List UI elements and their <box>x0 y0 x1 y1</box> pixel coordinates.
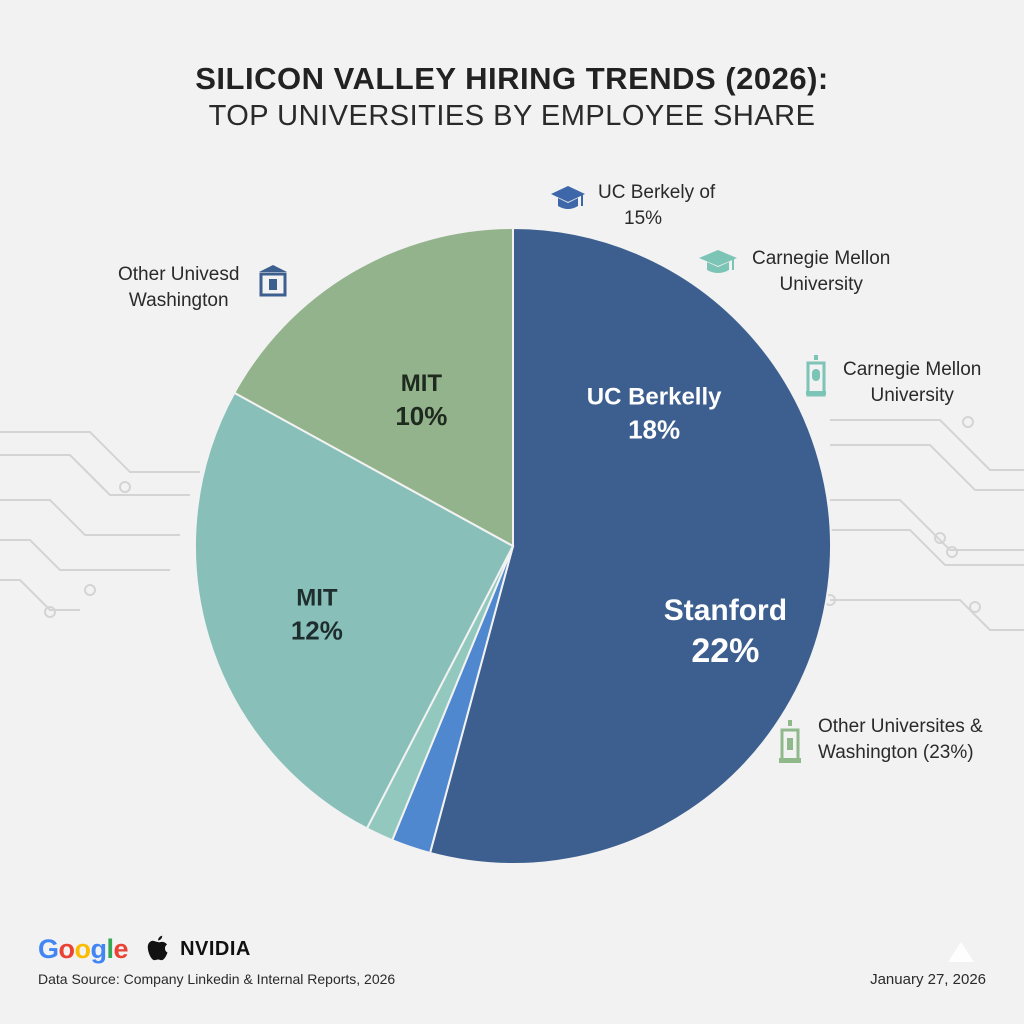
callout-other-universites: Other Universites & Washington (23%) <box>779 714 983 766</box>
company-logos: Google NVIDIA <box>38 932 251 966</box>
slice-label-name: MIT <box>401 370 443 397</box>
title-line-2: TOP UNIVERSITIES BY EMPLOYEE SHARE <box>208 100 816 132</box>
slice-label-value: 10% <box>395 401 447 431</box>
google-logo: Google <box>38 933 129 965</box>
google-letter: G <box>38 933 59 964</box>
pie-slice <box>232 226 514 548</box>
pie-slice <box>194 391 515 830</box>
callout-label: Other Univesd <box>118 264 240 285</box>
callout-label: Other Universites & <box>818 716 983 737</box>
callout-label: UC Berkely of <box>598 182 716 203</box>
chart-title: SILICON VALLEY HIRING TRENDS (2026): TOP… <box>0 60 1024 134</box>
google-letter: l <box>106 933 115 964</box>
building-tower-icon <box>779 720 801 763</box>
building-tower-icon <box>806 355 826 397</box>
graduation-cap-icon <box>699 250 737 273</box>
google-letter: g <box>90 933 108 964</box>
callout-label-2: University <box>779 274 863 295</box>
google-letter: o <box>58 933 76 964</box>
callout-other-univesd: Other Univesd Washington <box>118 262 287 314</box>
callout-label-2: Washington <box>128 290 229 311</box>
title-line-1: SILICON VALLEY HIRING TRENDS (2026): <box>195 61 829 96</box>
date-label: January 27, 2026 <box>870 971 986 988</box>
callout-label-2: University <box>870 385 954 406</box>
data-source-note: Data Source: Company Linkedin & Internal… <box>38 971 396 987</box>
pie-slice <box>428 226 832 865</box>
graduation-cap-icon <box>551 186 585 209</box>
callout-label: Carnegie Mellon <box>752 248 891 269</box>
slice-label-value: 12% <box>291 616 343 646</box>
slice-label-name: MIT <box>296 585 338 612</box>
callout-carnegie-mellon-2: Carnegie Mellon University <box>806 355 982 409</box>
callout-carnegie-mellon-1: Carnegie Mellon University <box>699 246 891 298</box>
nvidia-logo: NVIDIA <box>180 937 251 960</box>
apple-logo-icon <box>147 935 168 961</box>
google-letter: e <box>113 933 129 964</box>
university-building-icon <box>259 265 287 297</box>
slice-label-value: 18% <box>628 414 680 444</box>
callout-value: 15% <box>624 208 663 229</box>
sparkle-icon <box>948 942 974 962</box>
slice-label-name: UC Berkelly <box>587 383 722 410</box>
slice-label-name: Stanford <box>664 594 787 627</box>
slice-label-value: 22% <box>691 632 759 670</box>
callout-label-2: Washington (23%) <box>818 742 974 763</box>
callout-uc-berkely: UC Berkely of 15% <box>551 180 716 232</box>
callout-label: Carnegie Mellon <box>843 359 982 380</box>
google-letter: o <box>74 933 92 964</box>
